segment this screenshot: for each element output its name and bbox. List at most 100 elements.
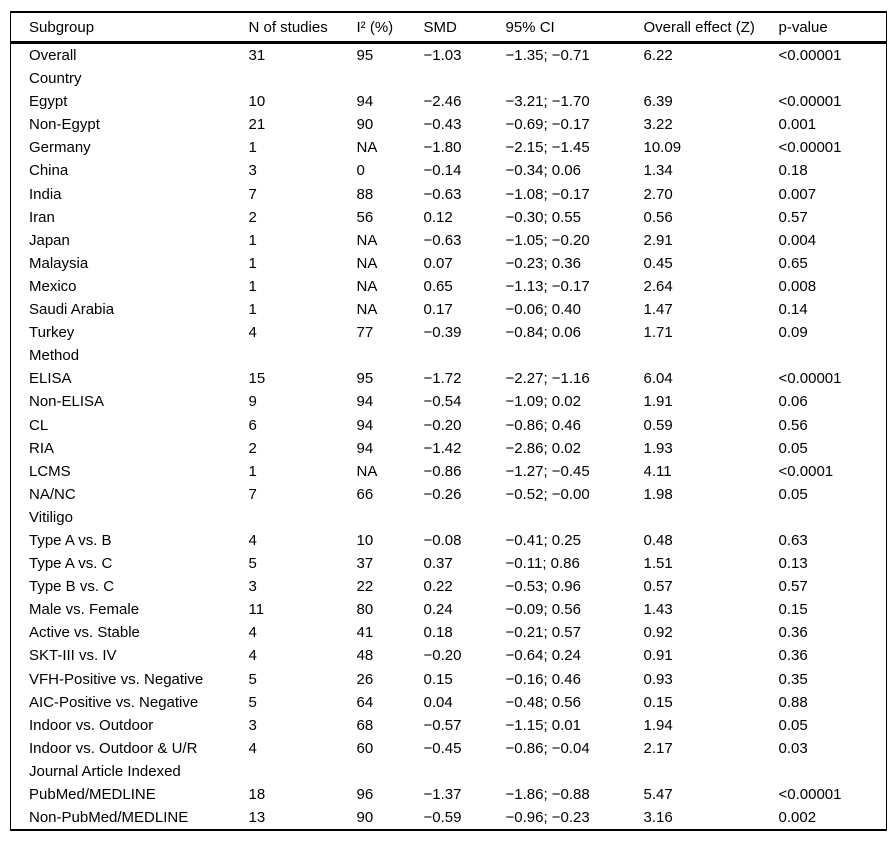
- p-value-cell: 0.65: [778, 254, 808, 272]
- ci-95-cell: [506, 760, 644, 783]
- subgroup-cell: Overall: [29, 47, 77, 64]
- i2-percent-cell: 88: [356, 185, 374, 203]
- ci-95-cell: −0.84; 0.06: [505, 324, 581, 342]
- section-row: Journal Article Indexed: [11, 760, 887, 783]
- subgroup-cell: China: [29, 162, 69, 180]
- subgroup-cell: PubMed/MEDLINE: [29, 786, 156, 803]
- subgroup-cell: Japan: [29, 231, 70, 249]
- subgroup-cell: RIA: [29, 439, 55, 457]
- subgroup-cell: NA/NC: [29, 485, 76, 503]
- n-of-studies-cell: 1: [248, 462, 257, 480]
- smd-cell: 0.65: [423, 277, 453, 295]
- overall-effect-z-cell: 0.56: [643, 208, 673, 226]
- n-of-studies-cell: 3: [248, 162, 257, 180]
- table-row: Non-ELISA 9 94 −0.54 −1.09; 0.02 1.91 0.06: [11, 390, 887, 413]
- overall-effect-z-cell: 5.47: [643, 786, 673, 803]
- ci-95-cell: −0.86; 0.46: [505, 416, 581, 434]
- smd-cell: 0.12: [423, 208, 453, 226]
- i2-percent-cell: 66: [356, 485, 374, 503]
- p-value-cell: 0.001: [778, 116, 817, 134]
- ci-95-cell: −0.09; 0.56: [505, 601, 581, 619]
- i2-percent-cell: 95: [356, 47, 374, 64]
- n-of-studies-cell: 4: [248, 624, 257, 642]
- p-value-cell: 0.008: [778, 277, 817, 295]
- subgroup-cell: VFH-Positive vs. Negative: [29, 670, 204, 688]
- overall-effect-z-cell: 0.92: [643, 624, 673, 642]
- table-row: Non-PubMed/MEDLINE 13 90 −0.59 −0.96; −0.23 3…: [11, 806, 887, 830]
- n-of-studies-cell: 1: [248, 277, 257, 295]
- ci-95-cell: [506, 67, 644, 90]
- subgroup-cell: CL: [29, 416, 49, 434]
- i2-percent-cell: 41: [356, 624, 374, 642]
- overall-effect-z-cell: 0.15: [643, 693, 673, 711]
- p-value-cell: 0.57: [778, 578, 808, 596]
- table-row: Indoor vs. Outdoor 3 68 −0.57 −1.15; 0.01 1.9…: [11, 714, 887, 737]
- p-value-cell: 0.05: [778, 716, 808, 734]
- subgroup-cell: Male vs. Female: [29, 601, 140, 619]
- overall-effect-z-cell: 2.17: [643, 739, 673, 757]
- overall-effect-z-cell: 1.91: [643, 393, 673, 411]
- subgroup-cell: Country: [29, 70, 82, 88]
- section-row: Vitiligo: [11, 506, 887, 529]
- smd-cell: −0.39: [423, 324, 462, 342]
- ci-95-cell: −0.34; 0.06: [505, 162, 581, 180]
- smd-cell: [424, 344, 506, 367]
- p-value-cell: <0.00001: [778, 139, 842, 157]
- section-row: Method: [11, 344, 887, 367]
- smd-cell: −1.37: [423, 786, 462, 803]
- overall-effect-z-cell: 2.91: [643, 231, 673, 249]
- n-of-studies-cell: 9: [248, 393, 257, 411]
- overall-effect-z-cell: 2.64: [643, 277, 673, 295]
- i2-percent-cell: 90: [356, 116, 374, 134]
- n-of-studies-cell: [249, 506, 357, 529]
- n-of-studies-cell: 10: [248, 93, 266, 111]
- overall-effect-z-cell: [644, 760, 779, 783]
- ci-95-cell: −0.96; −0.23: [505, 809, 590, 827]
- column-header-p-value: p-value: [778, 12, 887, 44]
- ci-95-cell: −0.52; −0.00: [505, 485, 590, 503]
- p-value-cell: 0.007: [778, 185, 817, 203]
- i2-percent-cell: 90: [356, 809, 374, 827]
- p-value-cell: [779, 760, 887, 783]
- smd-cell: 0.37: [423, 555, 453, 573]
- smd-cell: 0.18: [423, 624, 453, 642]
- p-value-cell: 0.14: [778, 301, 808, 319]
- n-of-studies-cell: [249, 67, 357, 90]
- i2-percent-cell: 77: [356, 324, 374, 342]
- smd-cell: −0.86: [423, 462, 462, 480]
- p-value-cell: 0.57: [778, 208, 808, 226]
- table-row: Male vs. Female 11 80 0.24 −0.09; 0.56 1.43 0.…: [11, 598, 887, 621]
- n-of-studies-cell: 1: [248, 301, 257, 319]
- ci-95-cell: −1.15; 0.01: [505, 716, 581, 734]
- table-row: VFH-Positive vs. Negative 5 26 0.15 −0.16; 0…: [11, 668, 887, 691]
- column-header-n-of-studies: N of studies: [248, 12, 357, 44]
- table-row: RIA 2 94 −1.42 −2.86; 0.02 1.93 0.05: [11, 437, 887, 460]
- table-row: Malaysia 1 NA 0.07 −0.23; 0.36 0.45 0.65: [11, 252, 887, 275]
- smd-cell: −1.42: [423, 439, 462, 457]
- column-header-ci-95: 95% CI: [505, 12, 644, 44]
- p-value-cell: [779, 506, 887, 529]
- table-row: Turkey 4 77 −0.39 −0.84; 0.06 1.71 0.09: [11, 321, 887, 344]
- smd-cell: 0.07: [423, 254, 453, 272]
- subgroup-cell: Journal Article Indexed: [29, 762, 181, 780]
- ci-95-cell: [506, 506, 644, 529]
- p-value-cell: [779, 344, 887, 367]
- table-row: Type B vs. C 3 22 0.22 −0.53; 0.96 0.57 0.57: [11, 575, 887, 598]
- subgroup-cell: Iran: [29, 208, 55, 226]
- subgroup-cell: Mexico: [29, 277, 77, 295]
- ci-95-cell: −0.11; 0.86: [505, 555, 580, 573]
- p-value-cell: 0.18: [778, 162, 808, 180]
- overall-effect-z-cell: 6.22: [643, 47, 673, 64]
- subgroup-analysis-table-container: Subgroup N of studies I² (%) SMD 95% CI Overa…: [10, 11, 887, 832]
- n-of-studies-cell: [249, 344, 357, 367]
- n-of-studies-cell: 2: [248, 208, 257, 226]
- n-of-studies-cell: 4: [248, 324, 257, 342]
- overall-effect-z-cell: 6.39: [643, 93, 673, 111]
- i2-percent-cell: 22: [356, 578, 374, 596]
- smd-cell: −1.03: [423, 47, 462, 64]
- smd-cell: −0.63: [423, 231, 462, 249]
- n-of-studies-cell: 5: [248, 555, 257, 573]
- subgroup-cell: Saudi Arabia: [29, 301, 115, 319]
- table-row: Japan 1 NA −0.63 −1.05; −0.20 2.91 0.004: [11, 229, 887, 252]
- overall-effect-z-cell: [644, 344, 779, 367]
